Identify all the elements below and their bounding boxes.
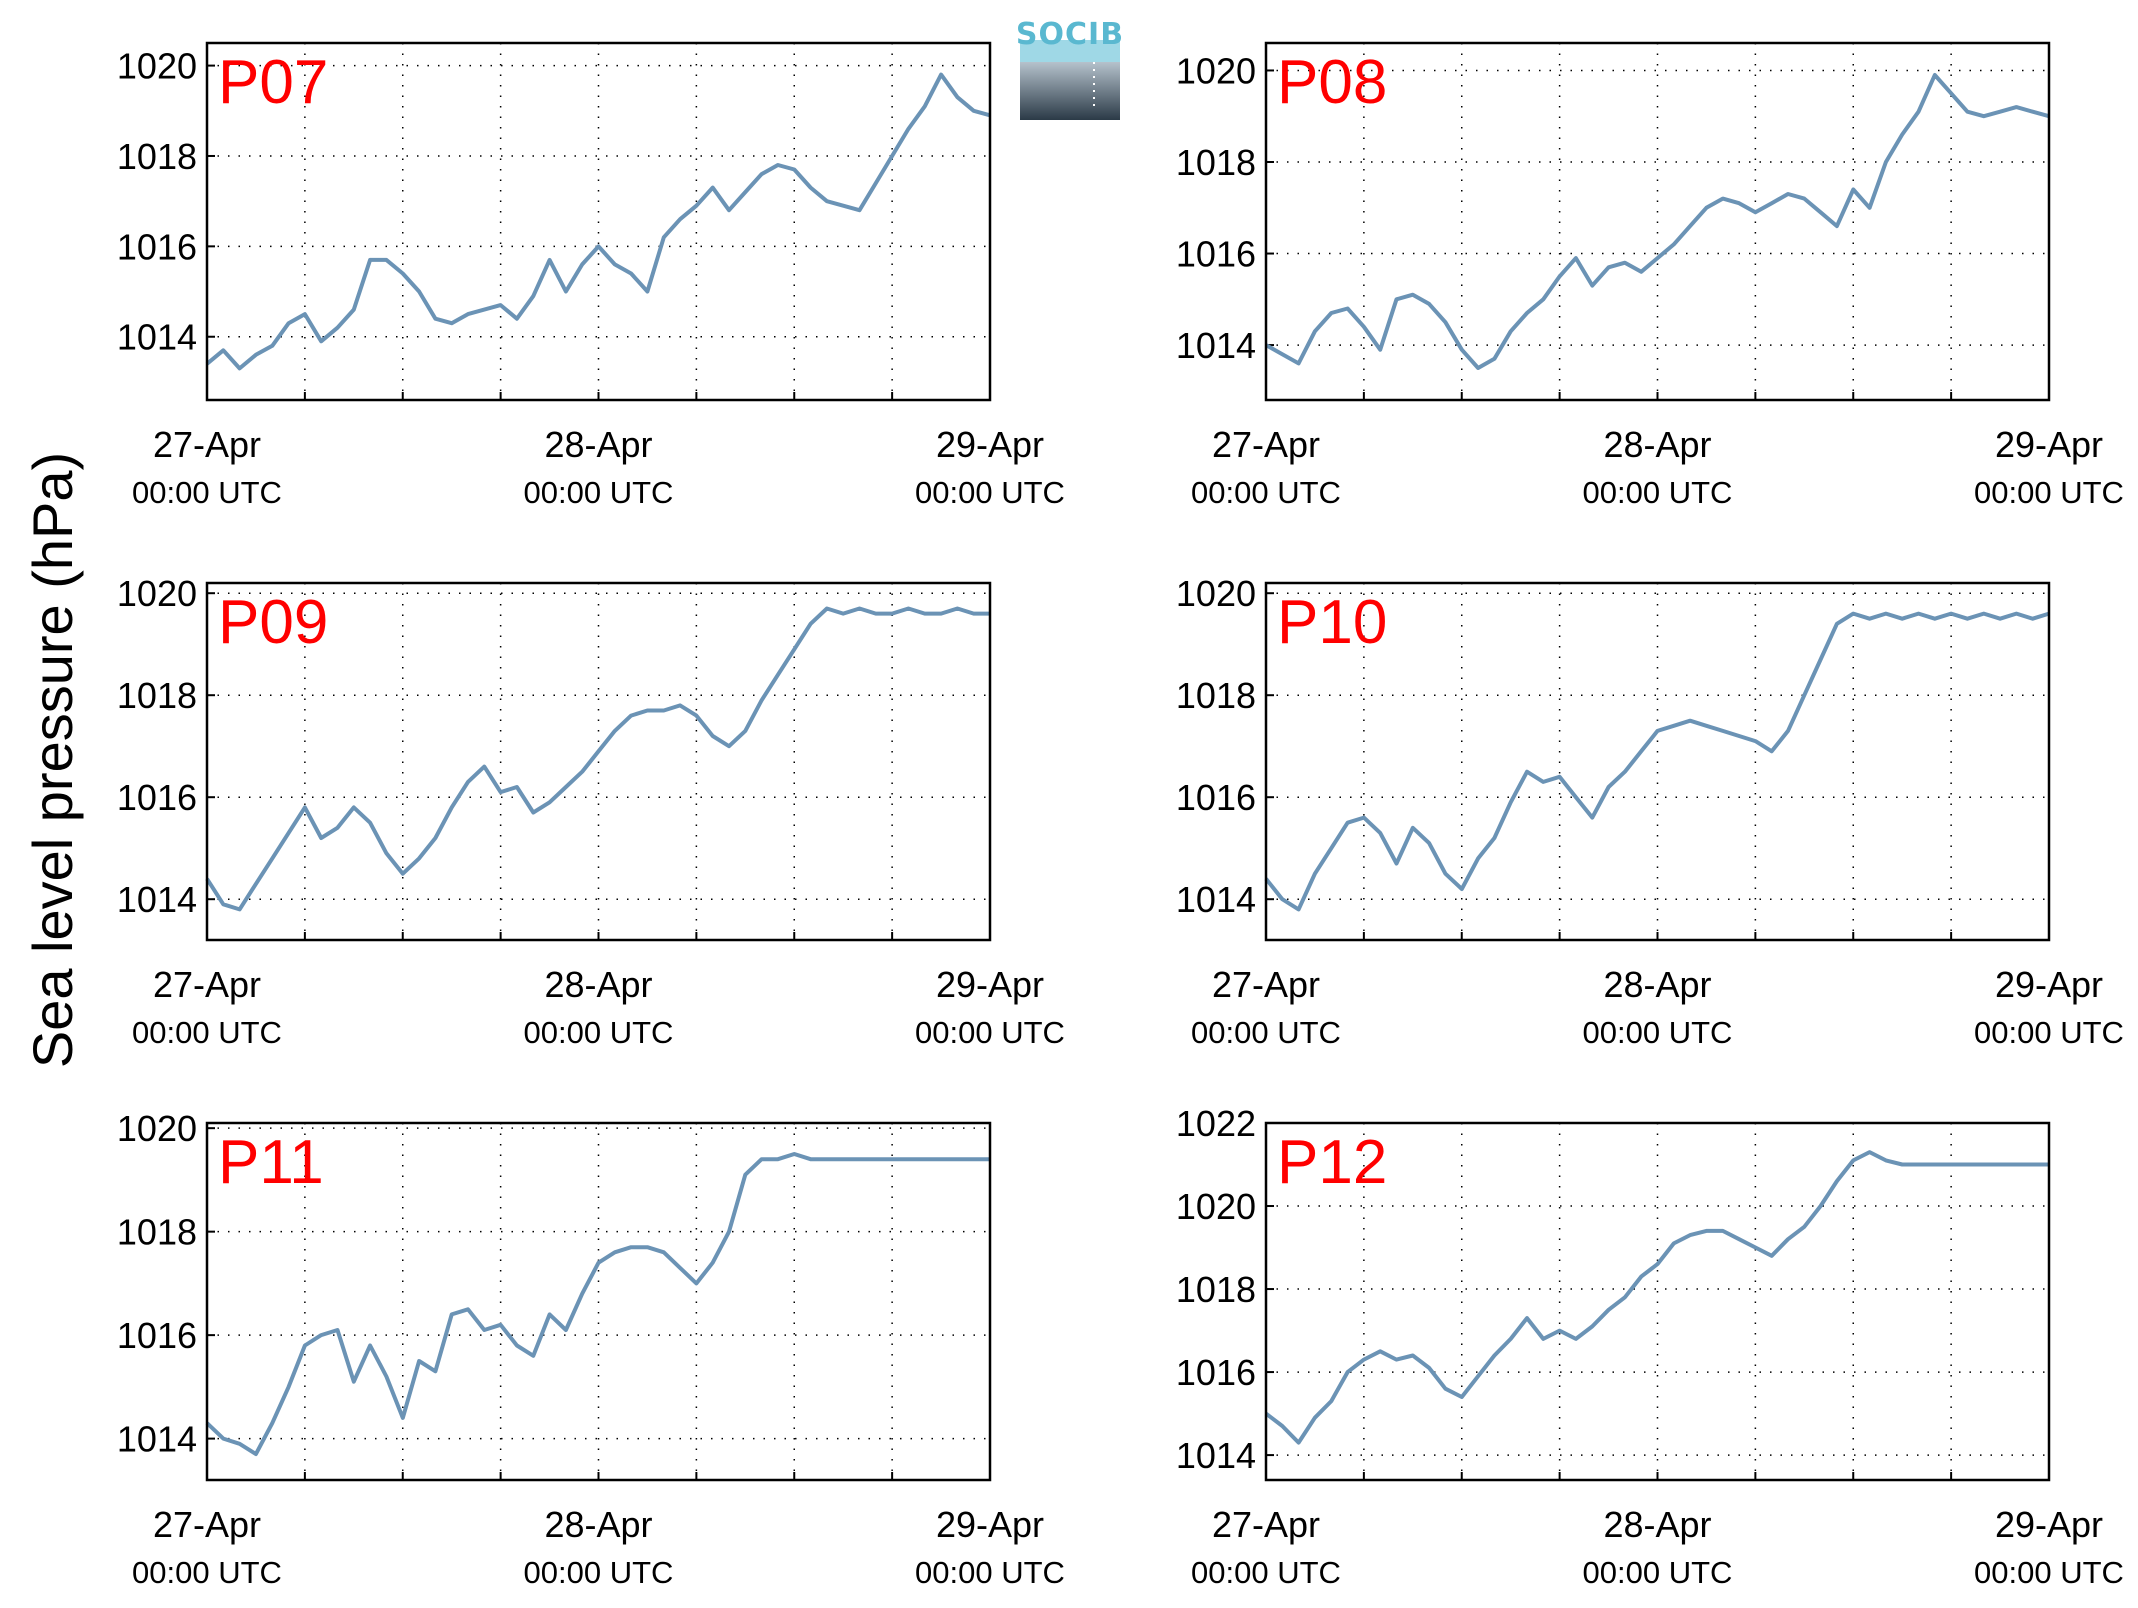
series-line (205, 606, 990, 912)
logo-wordmark: SOCIB (1016, 17, 1124, 52)
socib-logo: SOCIB (1016, 17, 1124, 120)
x-tick-date-label: 27-Apr (1212, 424, 1320, 465)
x-tick-date-label: 29-Apr (936, 964, 1044, 1005)
y-tick-label: 1018 (1176, 142, 1256, 183)
y-tick-label: 1020 (117, 46, 197, 87)
y-tick-label: 1020 (117, 1108, 197, 1149)
station-label: P10 (1277, 588, 1387, 657)
x-tick-time-label: 00:00 UTC (132, 1555, 282, 1590)
panel-p09: 1014 1016 1018 1020 27-Apr 00:00 UTC 28-Apr 00:… (117, 573, 1065, 1050)
x-tick-time-label: 00:00 UTC (132, 475, 282, 510)
y-tick-label: 1020 (1176, 1186, 1256, 1227)
y-tick-label: 1016 (117, 777, 197, 818)
x-tick-time-label: 00:00 UTC (524, 1015, 674, 1050)
x-tick-date-label: 28-Apr (1603, 1504, 1711, 1545)
x-tick-date-label: 28-Apr (544, 424, 652, 465)
station-label: P07 (218, 48, 328, 117)
y-tick-label: 1018 (1176, 675, 1256, 716)
axes-frame (205, 41, 992, 402)
x-tick-date-label: 29-Apr (1995, 964, 2103, 1005)
x-tick-time-label: 00:00 UTC (915, 1015, 1065, 1050)
y-tick-label: 1020 (117, 573, 197, 614)
x-tick-time-label: 00:00 UTC (1583, 1015, 1733, 1050)
series-line (1264, 1150, 2049, 1445)
y-tick-label: 1016 (117, 1315, 197, 1356)
station-label: P11 (218, 1128, 324, 1197)
y-tick-label: 1014 (1176, 325, 1256, 366)
x-tick-date-label: 27-Apr (153, 424, 261, 465)
station-label: P08 (1277, 48, 1387, 117)
x-tick-time-label: 00:00 UTC (1974, 1015, 2124, 1050)
x-tick-date-label: 27-Apr (1212, 964, 1320, 1005)
x-tick-time-label: 00:00 UTC (915, 1555, 1065, 1590)
x-tick-time-label: 00:00 UTC (915, 475, 1065, 510)
x-tick-time-label: 00:00 UTC (1583, 1555, 1733, 1590)
x-tick-date-label: 29-Apr (1995, 1504, 2103, 1545)
x-tick-time-label: 00:00 UTC (1974, 475, 2124, 510)
x-tick-date-label: 27-Apr (1212, 1504, 1320, 1545)
panels-group: 1014 1016 1018 1020 27-Apr 00:00 UTC 28-Apr 00:… (117, 41, 2124, 1590)
y-tick-label: 1016 (1176, 1352, 1256, 1393)
x-tick-date-label: 28-Apr (1603, 964, 1711, 1005)
x-tick-time-label: 00:00 UTC (524, 1555, 674, 1590)
logo-wave-band (1020, 40, 1120, 62)
axes-frame (205, 581, 992, 942)
series-line (205, 72, 991, 371)
y-tick-label: 1014 (1176, 879, 1256, 920)
axes-frame (1264, 1121, 2051, 1482)
panel-p10: 1014 1016 1018 1020 27-Apr 00:00 UTC 28-Apr 00:… (1176, 573, 2124, 1050)
y-tick-label: 1018 (1176, 1269, 1256, 1310)
y-tick-label: 1018 (117, 1212, 197, 1253)
axes-frame (1264, 41, 2051, 402)
panel-p07: 1014 1016 1018 1020 27-Apr 00:00 UTC 28-Apr 00:… (117, 41, 1065, 510)
y-axis-label: Sea level pressure (hPa) (21, 452, 84, 1068)
x-tick-date-label: 28-Apr (1603, 424, 1711, 465)
panel-p12: 1014 1016 1018 1020 1022 27-Apr 00:00 UTC 28-Ap… (1176, 1103, 2124, 1590)
series-line (1264, 611, 2050, 912)
x-tick-date-label: 29-Apr (936, 424, 1044, 465)
y-tick-label: 1020 (1176, 573, 1256, 614)
axes-frame (205, 1121, 992, 1482)
series-line (205, 1152, 990, 1457)
y-tick-label: 1022 (1176, 1103, 1256, 1144)
y-tick-label: 1020 (1176, 50, 1256, 91)
x-tick-time-label: 00:00 UTC (1191, 1015, 1341, 1050)
y-tick-label: 1016 (1176, 777, 1256, 818)
y-tick-label: 1016 (117, 226, 197, 267)
y-tick-label: 1014 (117, 317, 197, 358)
axes-frame (1264, 581, 2051, 942)
x-tick-date-label: 28-Apr (544, 1504, 652, 1545)
x-tick-time-label: 00:00 UTC (132, 1015, 282, 1050)
y-tick-label: 1014 (117, 879, 197, 920)
series-line (1265, 73, 2050, 370)
panel-p08: 1014 1016 1018 1020 27-Apr 00:00 UTC 28-Apr 00:… (1176, 41, 2124, 510)
y-tick-label: 1016 (1176, 234, 1256, 275)
x-tick-date-label: 29-Apr (936, 1504, 1044, 1545)
y-tick-label: 1014 (117, 1419, 197, 1460)
station-label: P09 (218, 588, 328, 657)
x-tick-time-label: 00:00 UTC (524, 475, 674, 510)
x-tick-date-label: 28-Apr (544, 964, 652, 1005)
x-tick-date-label: 27-Apr (153, 964, 261, 1005)
x-tick-date-label: 27-Apr (153, 1504, 261, 1545)
logo-block (1020, 62, 1120, 120)
panel-p11: 1014 1016 1018 1020 27-Apr 00:00 UTC 28-Apr 00:… (117, 1108, 1065, 1590)
x-tick-time-label: 00:00 UTC (1974, 1555, 2124, 1590)
y-tick-label: 1018 (117, 136, 197, 177)
x-tick-time-label: 00:00 UTC (1191, 1555, 1341, 1590)
station-label: P12 (1277, 1128, 1387, 1197)
x-tick-time-label: 00:00 UTC (1191, 475, 1341, 510)
y-tick-label: 1014 (1176, 1435, 1256, 1476)
x-tick-time-label: 00:00 UTC (1583, 475, 1733, 510)
y-tick-label: 1018 (117, 675, 197, 716)
x-tick-date-label: 29-Apr (1995, 424, 2103, 465)
